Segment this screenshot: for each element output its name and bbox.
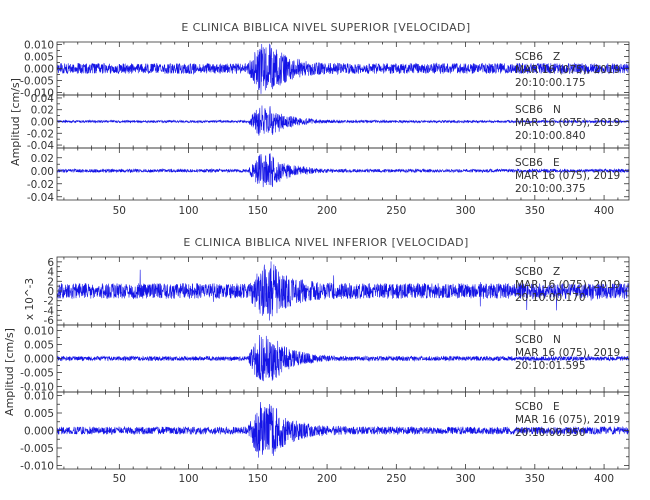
time-label: 20:10:00.840 (515, 130, 586, 142)
chart-title: E CLINICA BIBLICA NIVEL INFERIOR [VELOCI… (183, 236, 468, 249)
component-label: E (553, 401, 560, 413)
chart-title: E CLINICA BIBLICA NIVEL SUPERIOR [VELOCI… (181, 21, 470, 34)
date-label: MAR 16 (075), 2019 (515, 117, 620, 129)
y-axis-label: Amplitud [cm/s] (3, 328, 16, 416)
chart-2: E CLINICA BIBLICA NIVEL INFERIOR [VELOCI… (3, 236, 630, 485)
y-tick-label: 0.04 (31, 93, 55, 105)
station-label: SCB0 (515, 401, 543, 413)
y-tick-label: 0.010 (24, 391, 54, 403)
y-tick-label: 0.02 (31, 153, 54, 165)
component-label: E (553, 157, 560, 169)
y-tick-label: -4 (44, 305, 55, 317)
time-label: 20:10:00.175 (515, 77, 586, 89)
x-tick-label: 350 (525, 205, 545, 217)
x-tick-label: 400 (594, 205, 614, 217)
y-tick-label: 0.000 (24, 426, 54, 438)
y-tick-label: 0.010 (24, 39, 54, 51)
time-label: 20:10:00.170 (515, 292, 586, 304)
date-label: MAR 16 (075), 2019 (515, 279, 620, 291)
x-tick-label: 350 (525, 473, 545, 485)
y-tick-label: -0.005 (20, 443, 54, 455)
y-tick-label: -0.005 (20, 367, 54, 379)
y-tick-label: 0.005 (24, 408, 54, 420)
waveform-trace (56, 401, 630, 458)
station-label: SCB0 (515, 334, 543, 346)
y-tick-label: -0.010 (20, 88, 54, 100)
x-tick-label: 100 (179, 473, 199, 485)
y-axis-label: Amplitud [cm/s] (9, 78, 22, 166)
x-tick-label: 300 (456, 205, 476, 217)
x-tick-label: 300 (456, 473, 476, 485)
y-tick-label: 0.000 (24, 354, 54, 366)
y-tick-label: 4 (47, 267, 54, 279)
y-tick-label: -0.04 (27, 192, 54, 204)
x-tick-label: 200 (317, 473, 337, 485)
date-label: MAR 16 (075), 2019 (515, 347, 620, 359)
y-tick-label: 0.00 (31, 117, 54, 129)
y-tick-label: -0.04 (27, 140, 54, 152)
component-label: N (553, 334, 561, 346)
station-label: SCB6 (515, 104, 543, 116)
y-tick-label: -2 (44, 296, 54, 308)
time-label: 20:10:01.595 (515, 360, 586, 372)
component-label: Z (553, 266, 560, 278)
x-tick-label: 100 (179, 205, 199, 217)
y-tick-label: 0.005 (24, 51, 54, 63)
x-tick-label: 200 (317, 205, 337, 217)
y-tick-label: -0.02 (27, 179, 54, 191)
y-tick-label: 0.005 (24, 340, 54, 352)
chart-1: E CLINICA BIBLICA NIVEL SUPERIOR [VELOCI… (9, 21, 630, 217)
y-tick-label: 0 (47, 286, 54, 298)
time-label: 20:10:00.375 (515, 183, 586, 195)
x-tick-label: 250 (386, 205, 406, 217)
waveform-trace (56, 105, 629, 136)
waveform-trace (56, 43, 630, 94)
y-tick-label: -0.010 (20, 381, 54, 393)
station-label: SCB6 (515, 157, 543, 169)
component-label: Z (553, 51, 560, 63)
y-tick-label: 6 (47, 257, 54, 269)
station-label: SCB6 (515, 51, 543, 63)
y-tick-label: 0.010 (24, 326, 54, 338)
time-label: 20:10:00.950 (515, 427, 586, 439)
waveform-trace (56, 334, 630, 382)
x-tick-label: 150 (248, 205, 268, 217)
y-tick-label: -6 (44, 315, 55, 327)
x-tick-label: 150 (248, 473, 268, 485)
waveform-trace (56, 261, 630, 321)
date-label: MAR 16 (075), 2019 (515, 414, 620, 426)
x-tick-label: 250 (386, 473, 406, 485)
y-tick-label: -0.005 (20, 76, 54, 88)
panel-frame (56, 147, 630, 201)
scale-multiplier-label: x 10^-3 (24, 278, 36, 320)
y-tick-label: 0.02 (31, 105, 54, 117)
y-tick-label: -0.010 (20, 461, 54, 473)
x-tick-label: 50 (113, 473, 126, 485)
component-label: N (553, 104, 561, 116)
y-tick-label: 2 (47, 276, 54, 288)
date-label: MAR 16 (075), 2019 (515, 170, 620, 182)
y-tick-label: -0.02 (27, 128, 54, 140)
station-label: SCB0 (515, 266, 543, 278)
y-tick-label: 0.000 (24, 64, 54, 76)
waveform-trace (56, 153, 630, 188)
x-tick-label: 50 (113, 205, 126, 217)
y-tick-label: 0.00 (31, 166, 54, 178)
date-label: MAR 16 (075), 2019 (515, 64, 620, 76)
x-tick-label: 400 (594, 473, 614, 485)
